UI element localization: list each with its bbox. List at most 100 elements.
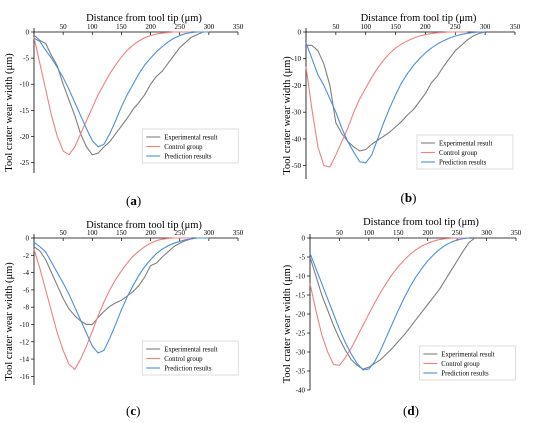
- x-tick-label: 350: [511, 229, 522, 237]
- panel-label-letter: a: [130, 193, 137, 208]
- x-tick-label: 200: [420, 23, 431, 31]
- x-tick-label: 350: [233, 23, 244, 31]
- x-tick-label: 150: [393, 229, 404, 237]
- y-axis-title: Tool crater wear width (μm): [4, 262, 15, 381]
- y-tick-label: -40: [292, 135, 302, 143]
- x-tick-label: 350: [233, 229, 244, 237]
- y-tick-label: 0: [302, 235, 306, 243]
- x-tick-label: 250: [450, 23, 461, 31]
- series-line-2: [33, 31, 192, 156]
- legend-entry-2: Control group: [164, 356, 203, 363]
- y-tick-label: -50: [292, 162, 302, 170]
- chart-svg-a: Distance from tool tip (μm) Tool crater w…: [4, 13, 244, 173]
- legend-entry-3: Prediction results: [164, 154, 212, 161]
- legend-entry-3: Prediction results: [441, 371, 489, 378]
- series-line-1: [306, 31, 486, 152]
- x-tick-label: 50: [60, 23, 68, 31]
- y-tick-label: 0: [298, 29, 302, 37]
- x-tick-label: 100: [364, 229, 375, 237]
- x-tick-label: 300: [481, 229, 492, 237]
- x-tick-label: 50: [60, 229, 68, 237]
- panel-label-c: (c): [126, 403, 140, 419]
- y-tick-label: -20: [20, 133, 30, 141]
- y-tick-label: -30: [292, 109, 302, 117]
- x-tick-label: 250: [174, 23, 185, 31]
- y-tick-label: -35: [296, 368, 306, 376]
- y-tick-label: -15: [296, 292, 306, 300]
- panel-label-letter: c: [130, 403, 137, 418]
- x-tick-label: 150: [116, 229, 127, 237]
- x-tick-label: 250: [174, 229, 185, 237]
- y-axis-title: Tool crater wear width (μm): [282, 264, 293, 383]
- x-tick-label: 150: [116, 23, 127, 31]
- legend-entry-3: Prediction results: [439, 160, 487, 167]
- x-tick-label: 100: [87, 229, 98, 237]
- panel-label-open: (: [400, 190, 405, 205]
- y-tick-label: -25: [296, 330, 306, 338]
- chart-panel-d: Distance from tool tip (μm) Tool crater w…: [278, 213, 550, 423]
- chart-panel-b: Distance from tool tip (μm) Tool crater w…: [278, 0, 550, 210]
- x-tick-label: 200: [422, 229, 433, 237]
- x-tick-label: 100: [360, 23, 371, 31]
- x-tick-label: 200: [145, 23, 156, 31]
- series-line-3: [33, 31, 209, 148]
- legend-entry-3: Prediction results: [164, 366, 212, 373]
- y-tick-label: -5: [23, 55, 29, 63]
- y-tick-label: -40: [296, 387, 306, 395]
- x-tick-label: 350: [510, 23, 521, 31]
- x-axis-title: Distance from tool tip (μm): [363, 217, 479, 228]
- y-axis-title: Tool crater wear width (μm): [4, 53, 15, 172]
- legend-entry-1: Experimental result: [164, 347, 218, 354]
- x-tick-label: 150: [390, 23, 401, 31]
- legend-entry-2: Control group: [441, 361, 480, 368]
- series-line-2: [33, 237, 192, 370]
- panel-label-b: (b): [401, 190, 417, 206]
- panel-label-open: (: [126, 193, 131, 208]
- chart-panel-a: Distance from tool tip (μm) Tool crater w…: [0, 0, 270, 210]
- panel-label-close: ): [414, 403, 419, 418]
- chart-svg-b: Distance from tool tip (μm) Tool crater w…: [282, 13, 521, 179]
- x-axis-title: Distance from tool tip (μm): [86, 220, 202, 231]
- legend-box: [416, 134, 514, 170]
- x-tick-label: 300: [204, 23, 215, 31]
- panel-label-d: (d): [403, 403, 419, 419]
- x-tick-label: 200: [145, 229, 156, 237]
- y-tick-label: -10: [292, 55, 302, 63]
- legend-box: [141, 128, 239, 164]
- y-tick-label: -10: [20, 81, 30, 89]
- series-line-1: [33, 31, 209, 156]
- series-line-3: [309, 237, 469, 371]
- panel-label-close: ): [136, 193, 142, 208]
- panel-label-open: (: [403, 403, 408, 418]
- y-tick-label: 0: [26, 235, 30, 243]
- legend-entry-1: Experimental result: [164, 135, 218, 142]
- y-tick-label: -20: [296, 311, 306, 319]
- series-line-2: [305, 31, 468, 168]
- y-tick-label: -14: [20, 356, 30, 364]
- y-axis-title: Tool crater wear width (μm): [282, 56, 293, 175]
- x-tick-label: 100: [87, 23, 98, 31]
- y-tick-label: -16: [20, 373, 30, 381]
- panel-label-a: (a): [126, 193, 141, 209]
- legend-entry-2: Control group: [164, 144, 203, 151]
- legend-entry-1: Experimental result: [439, 141, 493, 148]
- chart-svg-d: Distance from tool tip (μm) Tool crater w…: [282, 217, 522, 395]
- series-line-1: [33, 237, 209, 326]
- y-tick-label: -5: [299, 254, 305, 262]
- x-axis-title: Distance from tool tip (μm): [86, 13, 202, 24]
- y-tick-label: -10: [20, 321, 30, 329]
- x-tick-label: 50: [336, 229, 344, 237]
- y-tick-label: -8: [23, 304, 29, 312]
- panel-label-open: (: [126, 403, 131, 418]
- x-tick-label: 50: [332, 23, 340, 31]
- series-line-3: [33, 237, 209, 354]
- y-tick-label: -30: [296, 349, 306, 357]
- panel-label-letter: d: [407, 403, 415, 418]
- legend-box: [419, 345, 516, 381]
- chart-svg-c: Distance from tool tip (μm) Tool crater w…: [4, 220, 244, 385]
- y-tick-label: -10: [296, 273, 306, 281]
- y-tick-label: -4: [23, 269, 29, 277]
- legend-entry-2: Control group: [439, 150, 478, 157]
- x-axis-title: Distance from tool tip (μm): [361, 13, 477, 24]
